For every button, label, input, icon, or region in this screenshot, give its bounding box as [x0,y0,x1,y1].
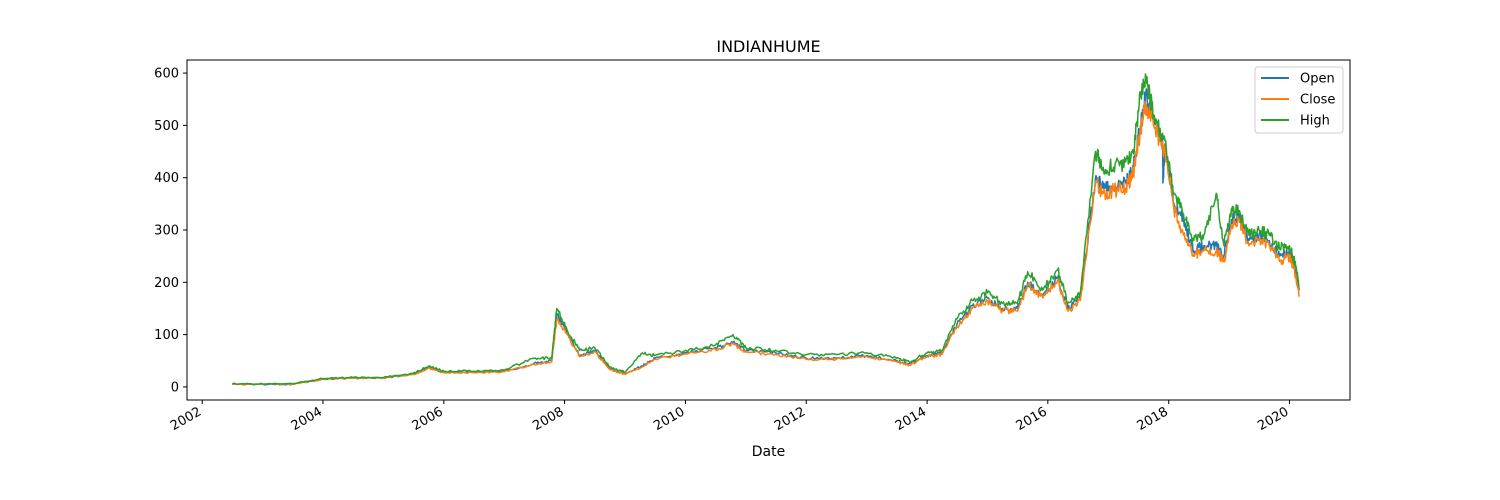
legend-label-close: Close [1300,93,1335,108]
y-tick-label: 600 [154,67,179,82]
x-axis-label: Date [752,444,785,460]
y-tick-label: 200 [154,276,179,291]
y-tick-label: 500 [154,119,179,134]
y-tick-label: 0 [171,380,179,395]
legend-box [1254,66,1344,134]
chart-title: INDIANHUME [716,37,820,56]
y-tick-label: 300 [154,224,179,239]
legend-label-open: Open [1300,72,1335,87]
y-tick-label: 400 [154,171,179,186]
legend: Open Close High [1254,66,1344,134]
series-line-high [231,73,1300,386]
y-tick-label: 100 [154,328,179,343]
series-line-close [232,100,1301,386]
series-line-open [232,88,1301,386]
series-lines [231,73,1301,386]
legend-label-high: High [1300,114,1330,129]
y-axis: 0 100 200 300 400 500 600 [154,67,187,395]
